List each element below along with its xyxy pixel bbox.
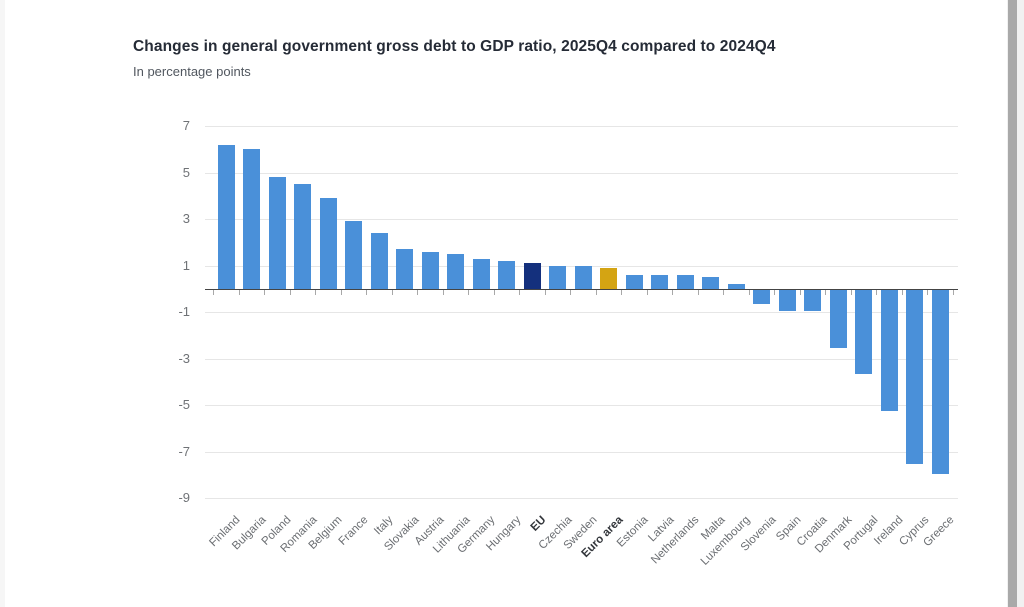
bar-ireland[interactable] [880, 289, 898, 411]
bar-latvia[interactable] [651, 274, 668, 289]
bar-czechia[interactable] [549, 265, 566, 289]
y-axis-label--1: -1 [178, 304, 190, 320]
x-axis-tick [289, 289, 291, 295]
bar-germany[interactable] [472, 258, 490, 289]
x-axis-tick [238, 289, 240, 295]
x-axis-tick [952, 289, 954, 295]
x-axis-tick [544, 289, 546, 295]
x-axis-tick [748, 289, 750, 295]
gridline--3 [205, 358, 958, 360]
y-axis-label-5: 5 [182, 164, 190, 180]
x-axis-tick [468, 289, 470, 295]
bar-greece[interactable] [931, 289, 949, 474]
x-axis-tick [927, 289, 929, 295]
gridline-3 [205, 219, 958, 220]
bar-poland[interactable] [268, 177, 286, 289]
y-axis-label-7: 7 [182, 117, 190, 133]
y-axis-label--9: -9 [178, 490, 190, 506]
x-axis-tick [723, 289, 725, 295]
x-axis-tick [213, 289, 215, 295]
bar-eu[interactable] [523, 263, 541, 289]
gridline--9 [205, 498, 958, 500]
gridline-7 [205, 125, 958, 127]
x-axis-tick [570, 289, 572, 295]
y-axis-label-3: 3 [182, 211, 190, 226]
x-axis-tick [417, 289, 419, 295]
bar-spain[interactable] [778, 289, 796, 311]
bar-slovakia[interactable] [396, 249, 413, 289]
bar-hungary[interactable] [498, 260, 515, 289]
y-axis-label--3: -3 [178, 350, 190, 366]
x-axis-tick [621, 289, 623, 295]
bar-bulgaria[interactable] [243, 149, 260, 289]
bar-belgium[interactable] [319, 198, 337, 289]
x-axis-tick [901, 289, 903, 295]
x-axis-tick [391, 289, 393, 295]
gridline-5 [205, 172, 958, 174]
bar-romania[interactable] [294, 184, 311, 289]
x-axis-tick [646, 289, 648, 295]
x-axis-tick [315, 289, 317, 295]
x-axis-tick [493, 289, 495, 295]
bar-portugal[interactable] [855, 289, 872, 374]
bar-malta[interactable] [702, 277, 719, 289]
x-axis-tick [264, 289, 266, 295]
bar-italy[interactable] [370, 233, 388, 289]
y-axis-label--7: -7 [178, 443, 190, 459]
page-left-border [0, 0, 5, 607]
vertical-scrollbar-thumb[interactable] [1008, 0, 1017, 607]
y-axis-label-1: 1 [182, 257, 190, 273]
y-axis-label--5: -5 [178, 397, 190, 413]
bar-finland[interactable] [217, 144, 235, 289]
bar-luxembourg[interactable] [727, 284, 745, 289]
x-axis-tick [697, 289, 699, 295]
vertical-scrollbar-track[interactable] [1007, 0, 1024, 607]
gridline--7 [205, 451, 958, 453]
x-axis-tick [672, 289, 674, 295]
x-axis-line [205, 288, 958, 290]
x-axis-tick [774, 289, 776, 295]
bar-euro-area[interactable] [600, 267, 617, 289]
bar-cyprus[interactable] [906, 289, 923, 465]
bar-slovenia[interactable] [753, 289, 770, 304]
chart-title: Changes in general government gross debt… [133, 38, 776, 55]
bar-estonia[interactable] [625, 274, 643, 289]
x-axis-tick [442, 289, 444, 295]
gridline--1 [205, 312, 958, 314]
x-axis-tick [850, 289, 852, 295]
chart-subtitle: In percentage points [133, 64, 251, 79]
x-axis-tick [340, 289, 342, 295]
bar-austria[interactable] [421, 251, 439, 289]
bar-sweden[interactable] [574, 265, 592, 289]
bar-france[interactable] [345, 221, 362, 289]
x-axis-tick [799, 289, 801, 295]
gridline--5 [205, 405, 958, 407]
x-axis-tick [366, 289, 368, 295]
x-axis-tick [595, 289, 597, 295]
x-axis-tick [876, 289, 878, 295]
x-axis-tick [519, 289, 521, 295]
bar-croatia[interactable] [804, 289, 821, 311]
bar-netherlands[interactable] [676, 274, 694, 289]
x-axis-tick [825, 289, 827, 295]
bar-denmark[interactable] [829, 289, 847, 348]
bar-lithuania[interactable] [447, 253, 464, 289]
